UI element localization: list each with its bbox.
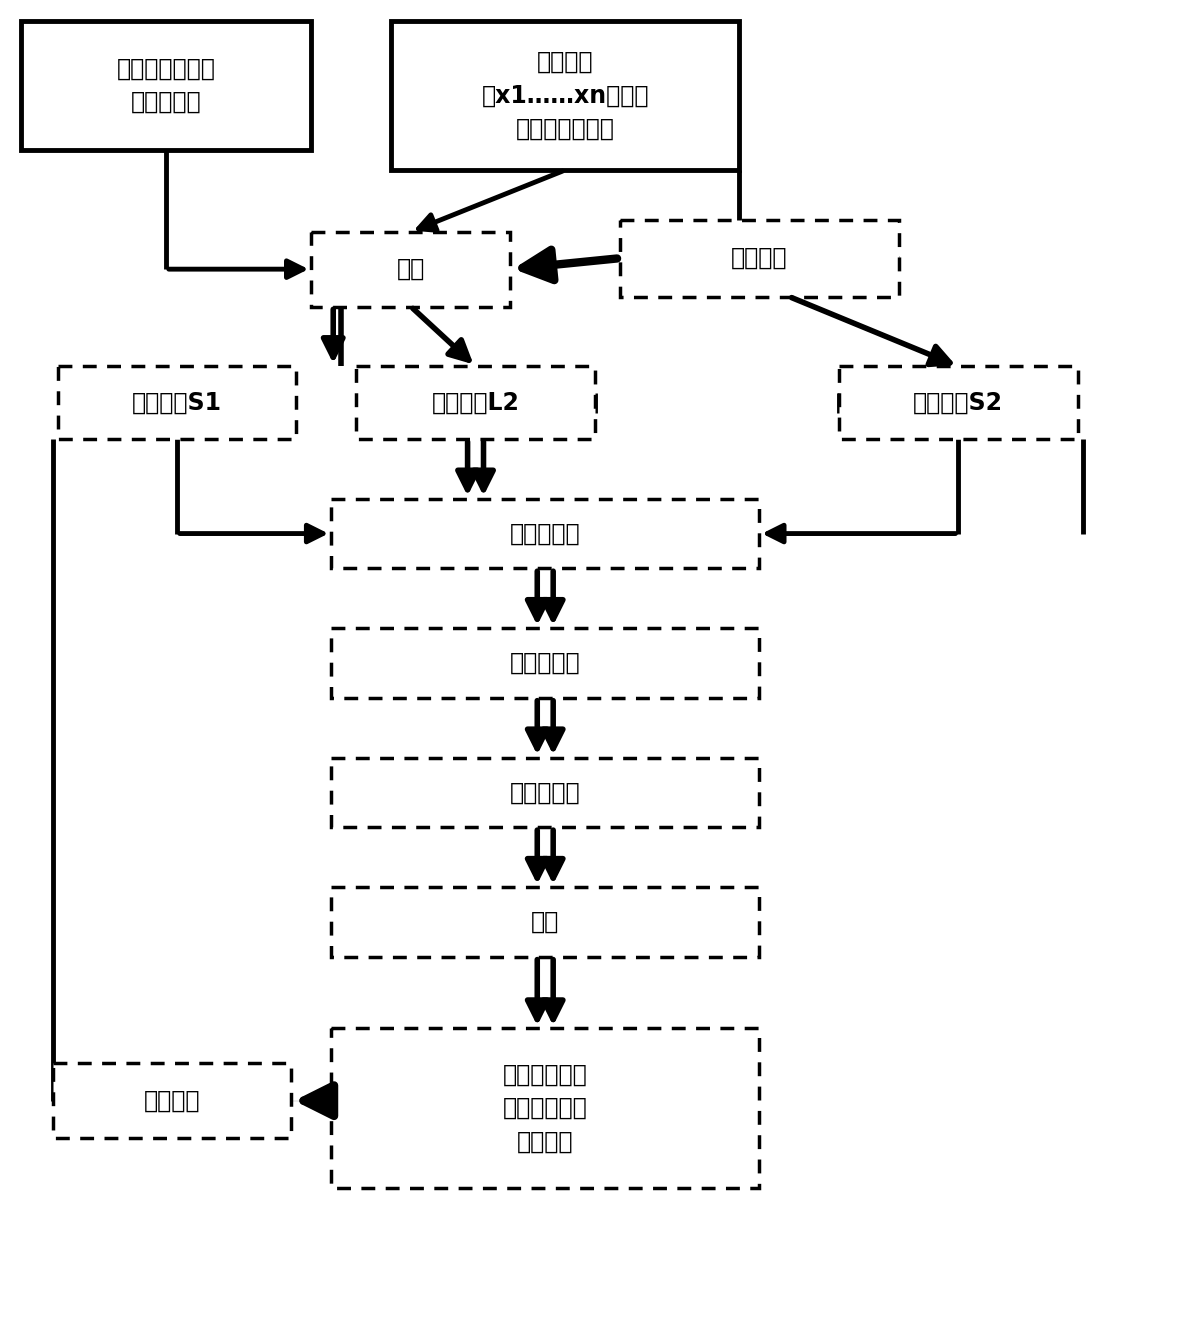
Text: 差分信号S1: 差分信号S1 <box>132 391 222 415</box>
Text: 差分: 差分 <box>397 257 426 281</box>
Bar <box>619 219 898 297</box>
Bar <box>58 366 297 439</box>
Text: 幅值: 幅值 <box>531 910 559 934</box>
Bar <box>839 366 1078 439</box>
Text: 实部谱信号: 实部谱信号 <box>509 650 580 676</box>
Text: 试件厚度: 试件厚度 <box>144 1089 200 1113</box>
Text: 匕导率确定时
厚度与幅值的
映射曲线: 匕导率确定时 厚度与幅值的 映射曲线 <box>502 1063 587 1153</box>
Text: 提离距离L2: 提离距离L2 <box>431 391 519 415</box>
Bar <box>356 366 595 439</box>
Bar <box>331 887 759 956</box>
Bar <box>391 21 739 170</box>
Bar <box>52 1063 292 1138</box>
Text: 差分信号S2: 差分信号S2 <box>914 391 1004 415</box>
Bar <box>331 499 759 568</box>
Bar <box>331 1028 759 1188</box>
Text: 标准试件
（x1……xn）的脉
冲涡流检测信号: 标准试件 （x1……xn）的脉 冲涡流检测信号 <box>481 51 649 141</box>
Text: 提离交叉点: 提离交叉点 <box>509 781 580 805</box>
Bar <box>311 231 511 306</box>
Text: 空气中的脉冲涡
流检测信号: 空气中的脉冲涡 流检测信号 <box>117 57 215 114</box>
Bar <box>331 758 759 827</box>
Bar <box>21 21 311 150</box>
Text: 被测试件: 被测试件 <box>730 246 787 270</box>
Text: 傅立叶变换: 傅立叶变换 <box>509 521 580 545</box>
Bar <box>331 628 759 698</box>
